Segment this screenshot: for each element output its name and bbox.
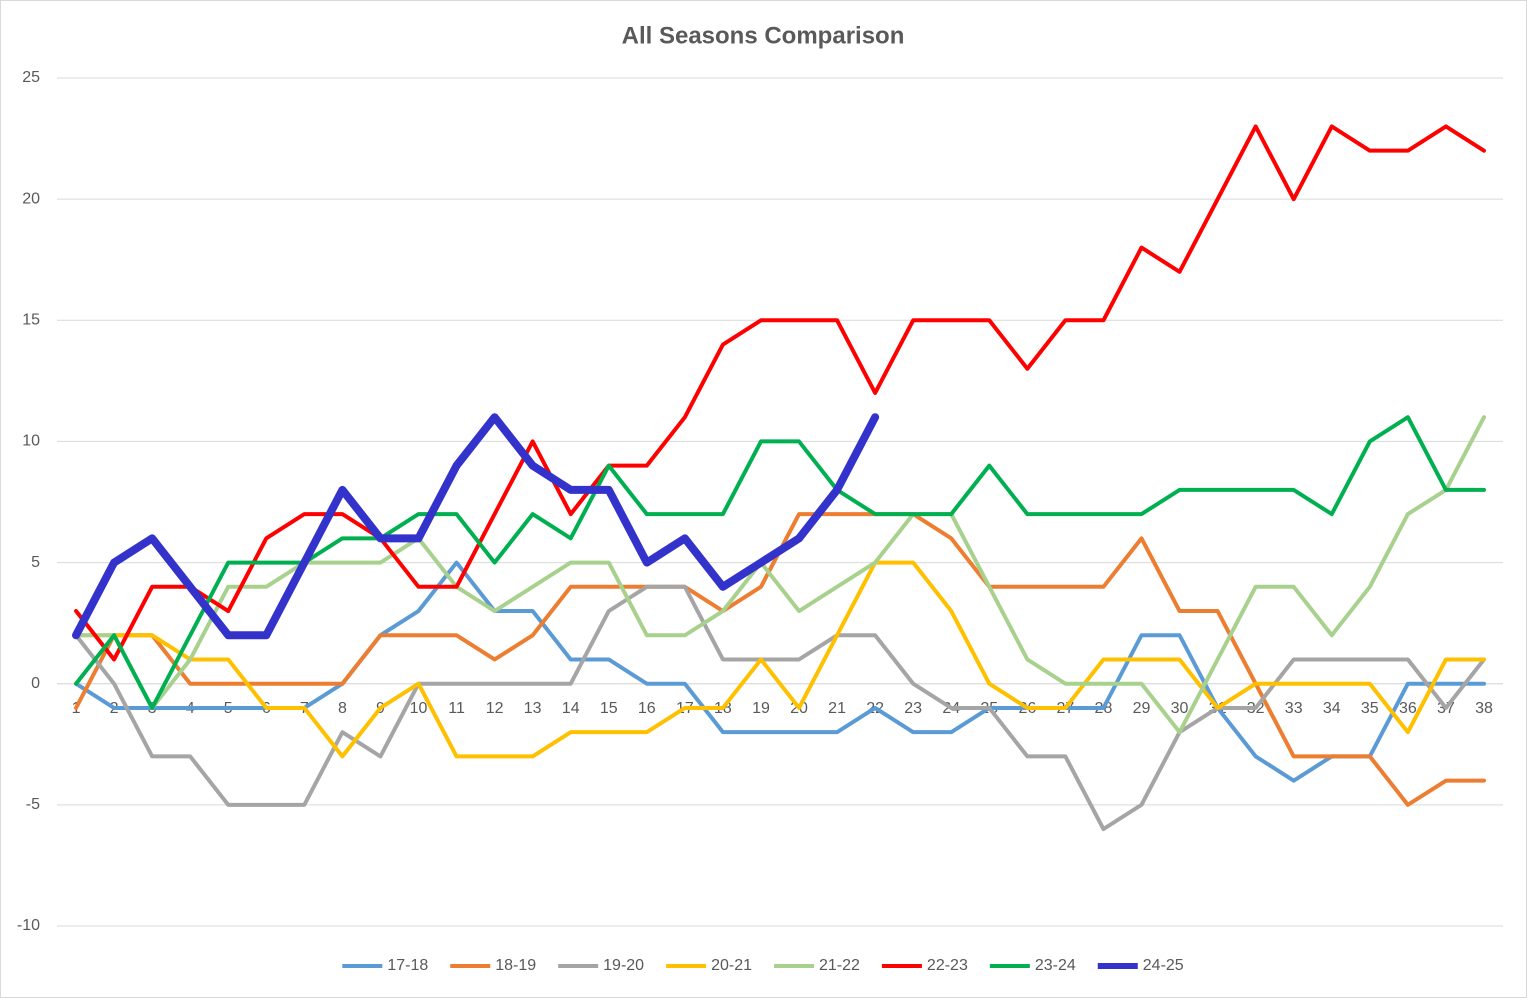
- series-line: [74, 560, 1486, 759]
- legend-label: 23-24: [1035, 957, 1076, 974]
- x-tick-label: 30: [1171, 700, 1189, 717]
- x-tick-label: 13: [524, 700, 542, 717]
- legend-label: 17-18: [387, 957, 428, 974]
- x-tick-label: 34: [1323, 700, 1341, 717]
- y-tick-label: 5: [31, 554, 40, 571]
- x-tick-label: 15: [600, 700, 618, 717]
- x-tick-label: 21: [828, 700, 846, 717]
- legend-label: 19-20: [603, 957, 644, 974]
- x-tick-label: 38: [1475, 700, 1493, 717]
- x-tick-label: 11: [448, 700, 465, 717]
- legend: 17-18 18-19 19-20 20-21 21-22 22-23 23-24 24-25: [342, 957, 1184, 974]
- legend-label: 22-23: [927, 957, 968, 974]
- y-tick-label: 15: [22, 312, 40, 329]
- x-tick-label: 8: [338, 700, 347, 717]
- x-tick-label: 29: [1133, 700, 1151, 717]
- x-tick-label: 10: [410, 700, 428, 717]
- x-tick-label: 19: [752, 700, 770, 717]
- y-tick-label: 25: [22, 69, 40, 86]
- x-tick-label: 23: [904, 700, 922, 717]
- series-line: [74, 124, 1486, 662]
- y-tick-label: -5: [26, 796, 40, 813]
- y-tick-label: -10: [17, 917, 40, 934]
- x-tick-label: 14: [562, 700, 580, 717]
- legend-label: 24-25: [1143, 957, 1184, 974]
- y-tick-label: 0: [31, 675, 40, 692]
- chart-title: All Seasons Comparison: [622, 22, 905, 49]
- x-tick-label: 12: [486, 700, 504, 717]
- x-tick-label: 36: [1399, 700, 1417, 717]
- series-line: [74, 584, 1486, 832]
- y-tick-label: 10: [22, 433, 40, 450]
- legend-label: 18-19: [495, 957, 536, 974]
- series-line: [74, 415, 1486, 735]
- x-tick-label: 16: [638, 700, 656, 717]
- legend-label: 20-21: [711, 957, 752, 974]
- x-tick-label: 33: [1285, 700, 1303, 717]
- legend-label: 21-22: [819, 957, 860, 974]
- y-tick-label: 20: [22, 190, 40, 207]
- x-tick-label: 35: [1361, 700, 1379, 717]
- series-line: [74, 560, 1486, 783]
- series-line: [72, 413, 880, 640]
